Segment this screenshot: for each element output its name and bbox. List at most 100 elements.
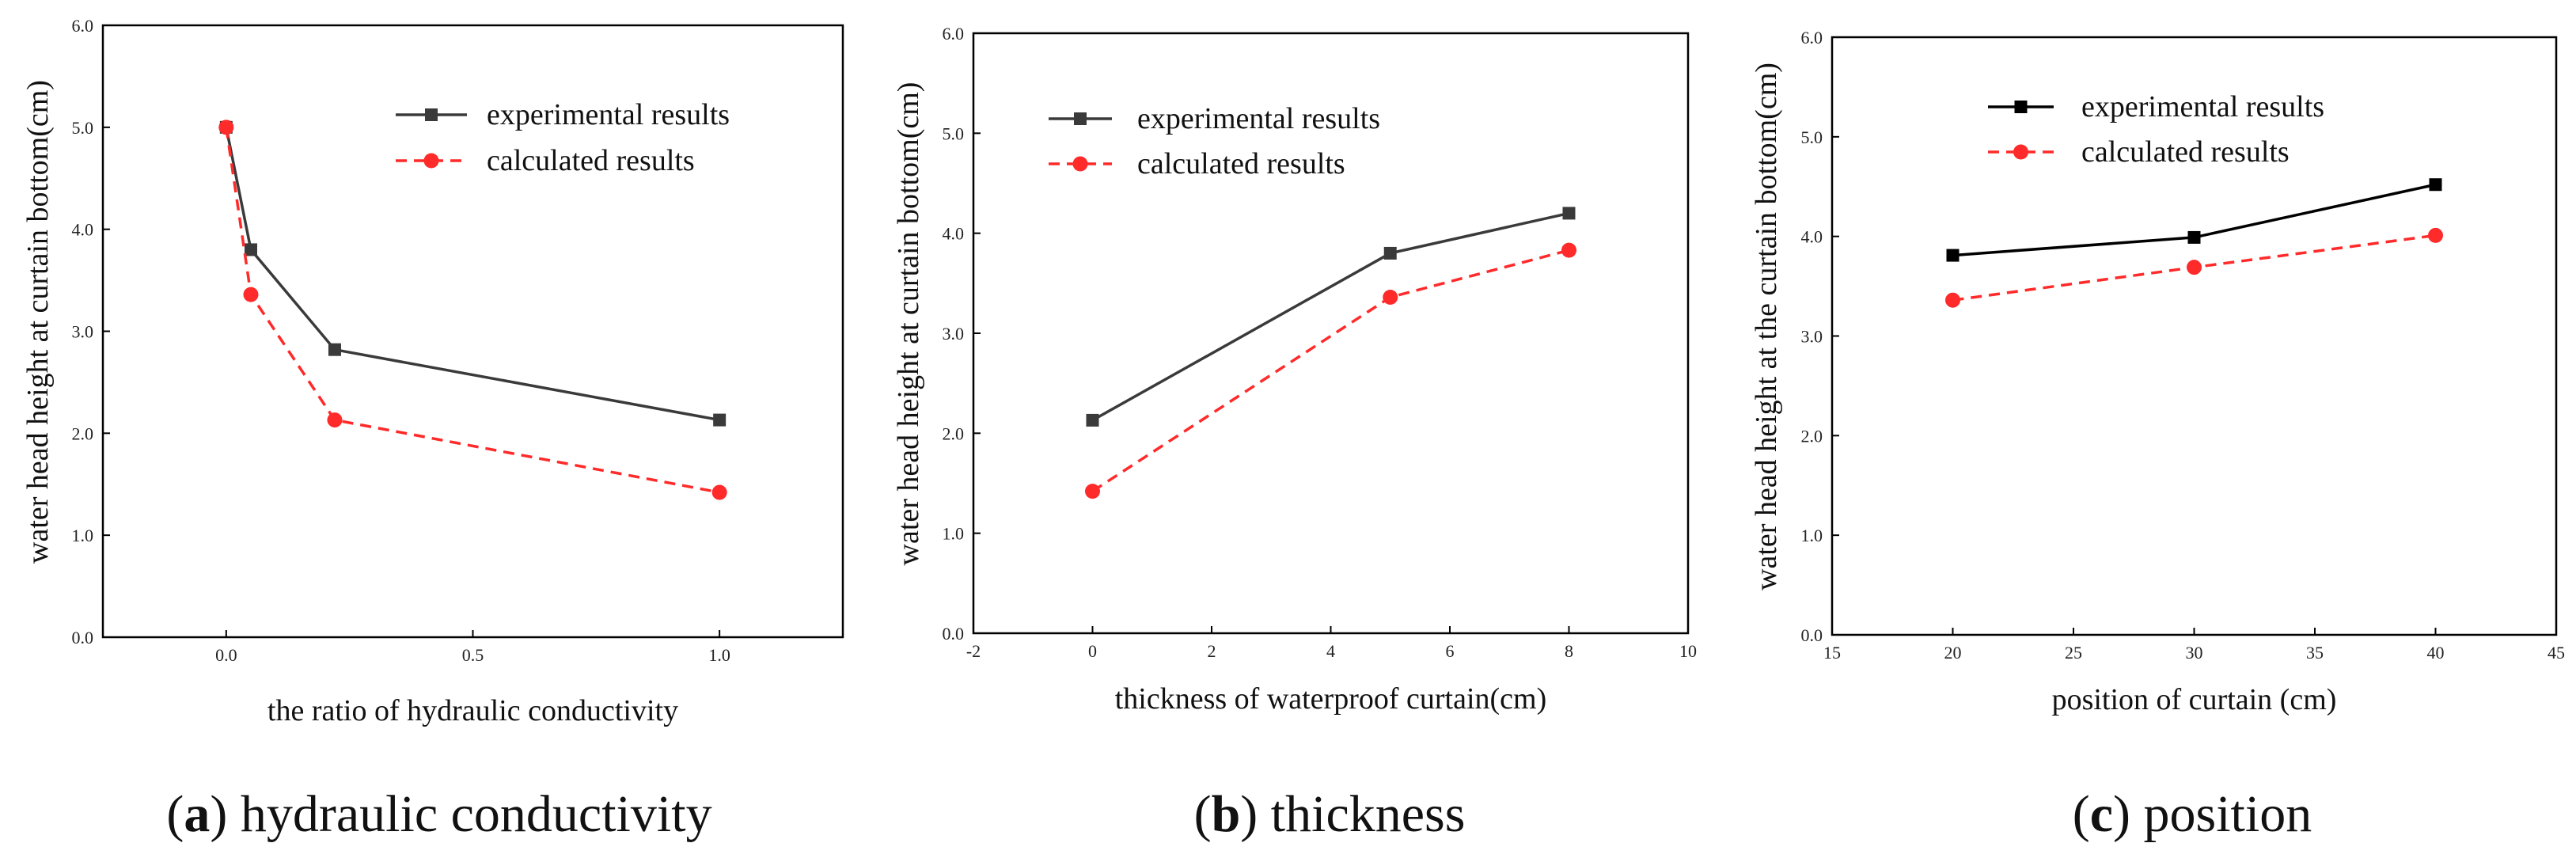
chart-b-xtick-label: 2 bbox=[1208, 641, 1216, 661]
chart-a-series-calculated-line bbox=[225, 127, 720, 494]
chart-b-xtick-label: 10 bbox=[1679, 641, 1697, 661]
chart-c-ytick-label: 6.0 bbox=[1801, 28, 1823, 47]
chart-c-frame bbox=[1831, 36, 2558, 636]
chart-a-legend-marker-calculated bbox=[423, 153, 439, 169]
chart-a-caption-letter: a bbox=[184, 785, 210, 843]
chart-c-series-experimental-point bbox=[1946, 249, 1960, 262]
chart-c-xtick-label: 30 bbox=[2186, 643, 2203, 663]
chart-c-xlabel: position of curtain (cm) bbox=[2052, 683, 2337, 716]
chart-b-xtick-label: 8 bbox=[1565, 641, 1573, 661]
chart-a-caption: (a) hydraulic conductivity bbox=[166, 785, 711, 843]
chart-a-series-experimental-point bbox=[713, 413, 727, 427]
chart-c-series-experimental-line bbox=[1952, 183, 2436, 257]
chart-c-legend-label-calculated: calculated results bbox=[2081, 135, 2290, 169]
chart-a-caption-open: ( bbox=[166, 785, 184, 843]
chart-c-caption-close: ) bbox=[2113, 785, 2130, 843]
chart-b-xtick-label: 0 bbox=[1088, 641, 1097, 661]
chart-a: 0.0 1.0 2.0 3.0 4.0 5.0 6.0 0.0 0.5 1.0 the ratio … bbox=[21, 16, 844, 843]
chart-b: 0.0 1.0 2.0 3.0 4.0 5.0 6.0 -2 0 2 4 6 8 10 thickness … bbox=[892, 24, 1697, 843]
chart-c-legend-marker-calculated bbox=[2013, 144, 2028, 160]
chart-a-ytick-label: 6.0 bbox=[72, 16, 94, 36]
chart-c-ylabel: water head height at the curtain bottom(… bbox=[1750, 63, 1783, 590]
chart-c-legend-marker-experimental bbox=[2014, 101, 2028, 113]
chart-a-ytick-label: 4.0 bbox=[72, 220, 94, 240]
chart-c-ytick-label: 4.0 bbox=[1801, 227, 1823, 247]
chart-b-series-experimental-point bbox=[1383, 246, 1397, 260]
chart-c-ytick-label: 0.0 bbox=[1801, 625, 1823, 645]
chart-c-series-calculated-point bbox=[2428, 227, 2443, 243]
chart-a-caption-text: hydraulic conductivity bbox=[227, 785, 711, 843]
chart-b-series-experimental-point bbox=[1562, 207, 1576, 220]
chart-c-caption-text: position bbox=[2130, 785, 2312, 843]
chart-a-xtick-label: 1.0 bbox=[708, 645, 730, 665]
chart-a-xtick-label: 0.5 bbox=[462, 645, 484, 665]
chart-c: 0.0 1.0 2.0 3.0 4.0 5.0 6.0 15 20 25 30 35 40 45 posit… bbox=[1750, 28, 2565, 843]
chart-a-series-calculated-point bbox=[218, 120, 234, 135]
chart-b-series-experimental-point bbox=[1086, 413, 1099, 427]
chart-c-ytick-label: 5.0 bbox=[1801, 127, 1823, 147]
chart-c-series-experimental-point bbox=[2429, 178, 2442, 192]
chart-b-legend-marker-calculated bbox=[1072, 156, 1088, 172]
chart-b-ytick-label: 1.0 bbox=[943, 524, 965, 544]
chart-a-ytick-label: 0.0 bbox=[72, 628, 94, 647]
chart-a-xtick-label: 0.0 bbox=[215, 645, 237, 665]
chart-c-ytick-label: 1.0 bbox=[1801, 526, 1823, 545]
chart-c-xtick-label: 15 bbox=[1823, 643, 1841, 663]
chart-a-series-experimental-point bbox=[245, 243, 257, 256]
chart-c-series-experimental-point bbox=[2187, 230, 2201, 244]
chart-c-xtick-label: 25 bbox=[2065, 643, 2082, 663]
chart-a-frame bbox=[101, 24, 844, 639]
chart-a-ytick-label: 3.0 bbox=[72, 322, 94, 342]
chart-b-ytick-label: 3.0 bbox=[943, 324, 965, 344]
chart-a-series-calculated-point bbox=[243, 287, 259, 302]
chart-c-ytick-label: 2.0 bbox=[1801, 426, 1823, 446]
chart-a-series-calculated-point bbox=[327, 412, 343, 428]
chart-c-caption: (c) position bbox=[2073, 785, 2312, 843]
chart-c-legend-label-experimental: experimental results bbox=[2081, 90, 2324, 123]
chart-a-series-experimental-line bbox=[225, 127, 720, 422]
chart-c-series-calculated-point bbox=[2187, 260, 2202, 275]
chart-a-series-experimental-point bbox=[328, 343, 341, 356]
chart-c-xtick-label: 40 bbox=[2427, 643, 2445, 663]
chart-b-legend-marker-experimental bbox=[1074, 112, 1087, 125]
chart-b-ytick-label: 5.0 bbox=[943, 123, 965, 143]
chart-a-legend-label-calculated: calculated results bbox=[487, 144, 695, 177]
chart-b-ytick-label: 2.0 bbox=[943, 423, 965, 443]
chart-c-series-calculated-point bbox=[1945, 292, 1960, 308]
chart-a-series-calculated-point bbox=[711, 484, 727, 500]
chart-b-series-experimental-line bbox=[1091, 211, 1569, 422]
chart-a-xlabel: the ratio of hydraulic conductivity bbox=[267, 694, 678, 727]
chart-b-legend-label-experimental: experimental results bbox=[1137, 102, 1380, 135]
chart-b-xtick-label: 6 bbox=[1446, 641, 1455, 661]
chart-b-ytick-label: 4.0 bbox=[943, 224, 965, 244]
chart-a-ylabel: water head height at curtain bottom(cm) bbox=[21, 80, 55, 564]
chart-b-xtick-label: 4 bbox=[1326, 641, 1335, 661]
chart-b-caption-open: ( bbox=[1194, 785, 1212, 843]
chart-b-series-calculated-point bbox=[1085, 484, 1100, 499]
chart-a-caption-close: ) bbox=[210, 785, 227, 843]
chart-b-caption-close: ) bbox=[1240, 785, 1258, 843]
chart-b-ytick-label: 6.0 bbox=[943, 24, 965, 44]
chart-a-ytick-label: 1.0 bbox=[72, 526, 94, 545]
chart-b-ylabel: water head height at curtain bottom(cm) bbox=[892, 82, 925, 566]
chart-c-ytick-label: 3.0 bbox=[1801, 327, 1823, 347]
chart-b-legend-label-calculated: calculated results bbox=[1137, 147, 1345, 180]
chart-c-caption-letter: c bbox=[2090, 785, 2113, 843]
chart-a-legend-label-experimental: experimental results bbox=[487, 98, 730, 131]
chart-a-ytick-label: 2.0 bbox=[72, 423, 94, 443]
chart-c-caption-open: ( bbox=[2073, 785, 2090, 843]
chart-b-caption: (b) thickness bbox=[1194, 785, 1466, 843]
chart-b-xlabel: thickness of waterproof curtain(cm) bbox=[1115, 682, 1547, 716]
chart-c-xtick-label: 45 bbox=[2548, 643, 2565, 663]
chart-a-ytick-label: 5.0 bbox=[72, 118, 94, 138]
chart-b-caption-text: thickness bbox=[1258, 785, 1465, 843]
chart-a-legend-marker-experimental bbox=[425, 108, 438, 121]
chart-c-xtick-label: 35 bbox=[2306, 643, 2324, 663]
chart-b-caption-letter: b bbox=[1212, 785, 1241, 843]
chart-b-ytick-label: 0.0 bbox=[943, 624, 965, 644]
chart-b-series-calculated-point bbox=[1561, 242, 1576, 258]
chart-b-series-calculated-point bbox=[1383, 290, 1398, 306]
chart-c-xtick-label: 20 bbox=[1944, 643, 1962, 663]
chart-b-xtick-label: -2 bbox=[966, 641, 981, 661]
